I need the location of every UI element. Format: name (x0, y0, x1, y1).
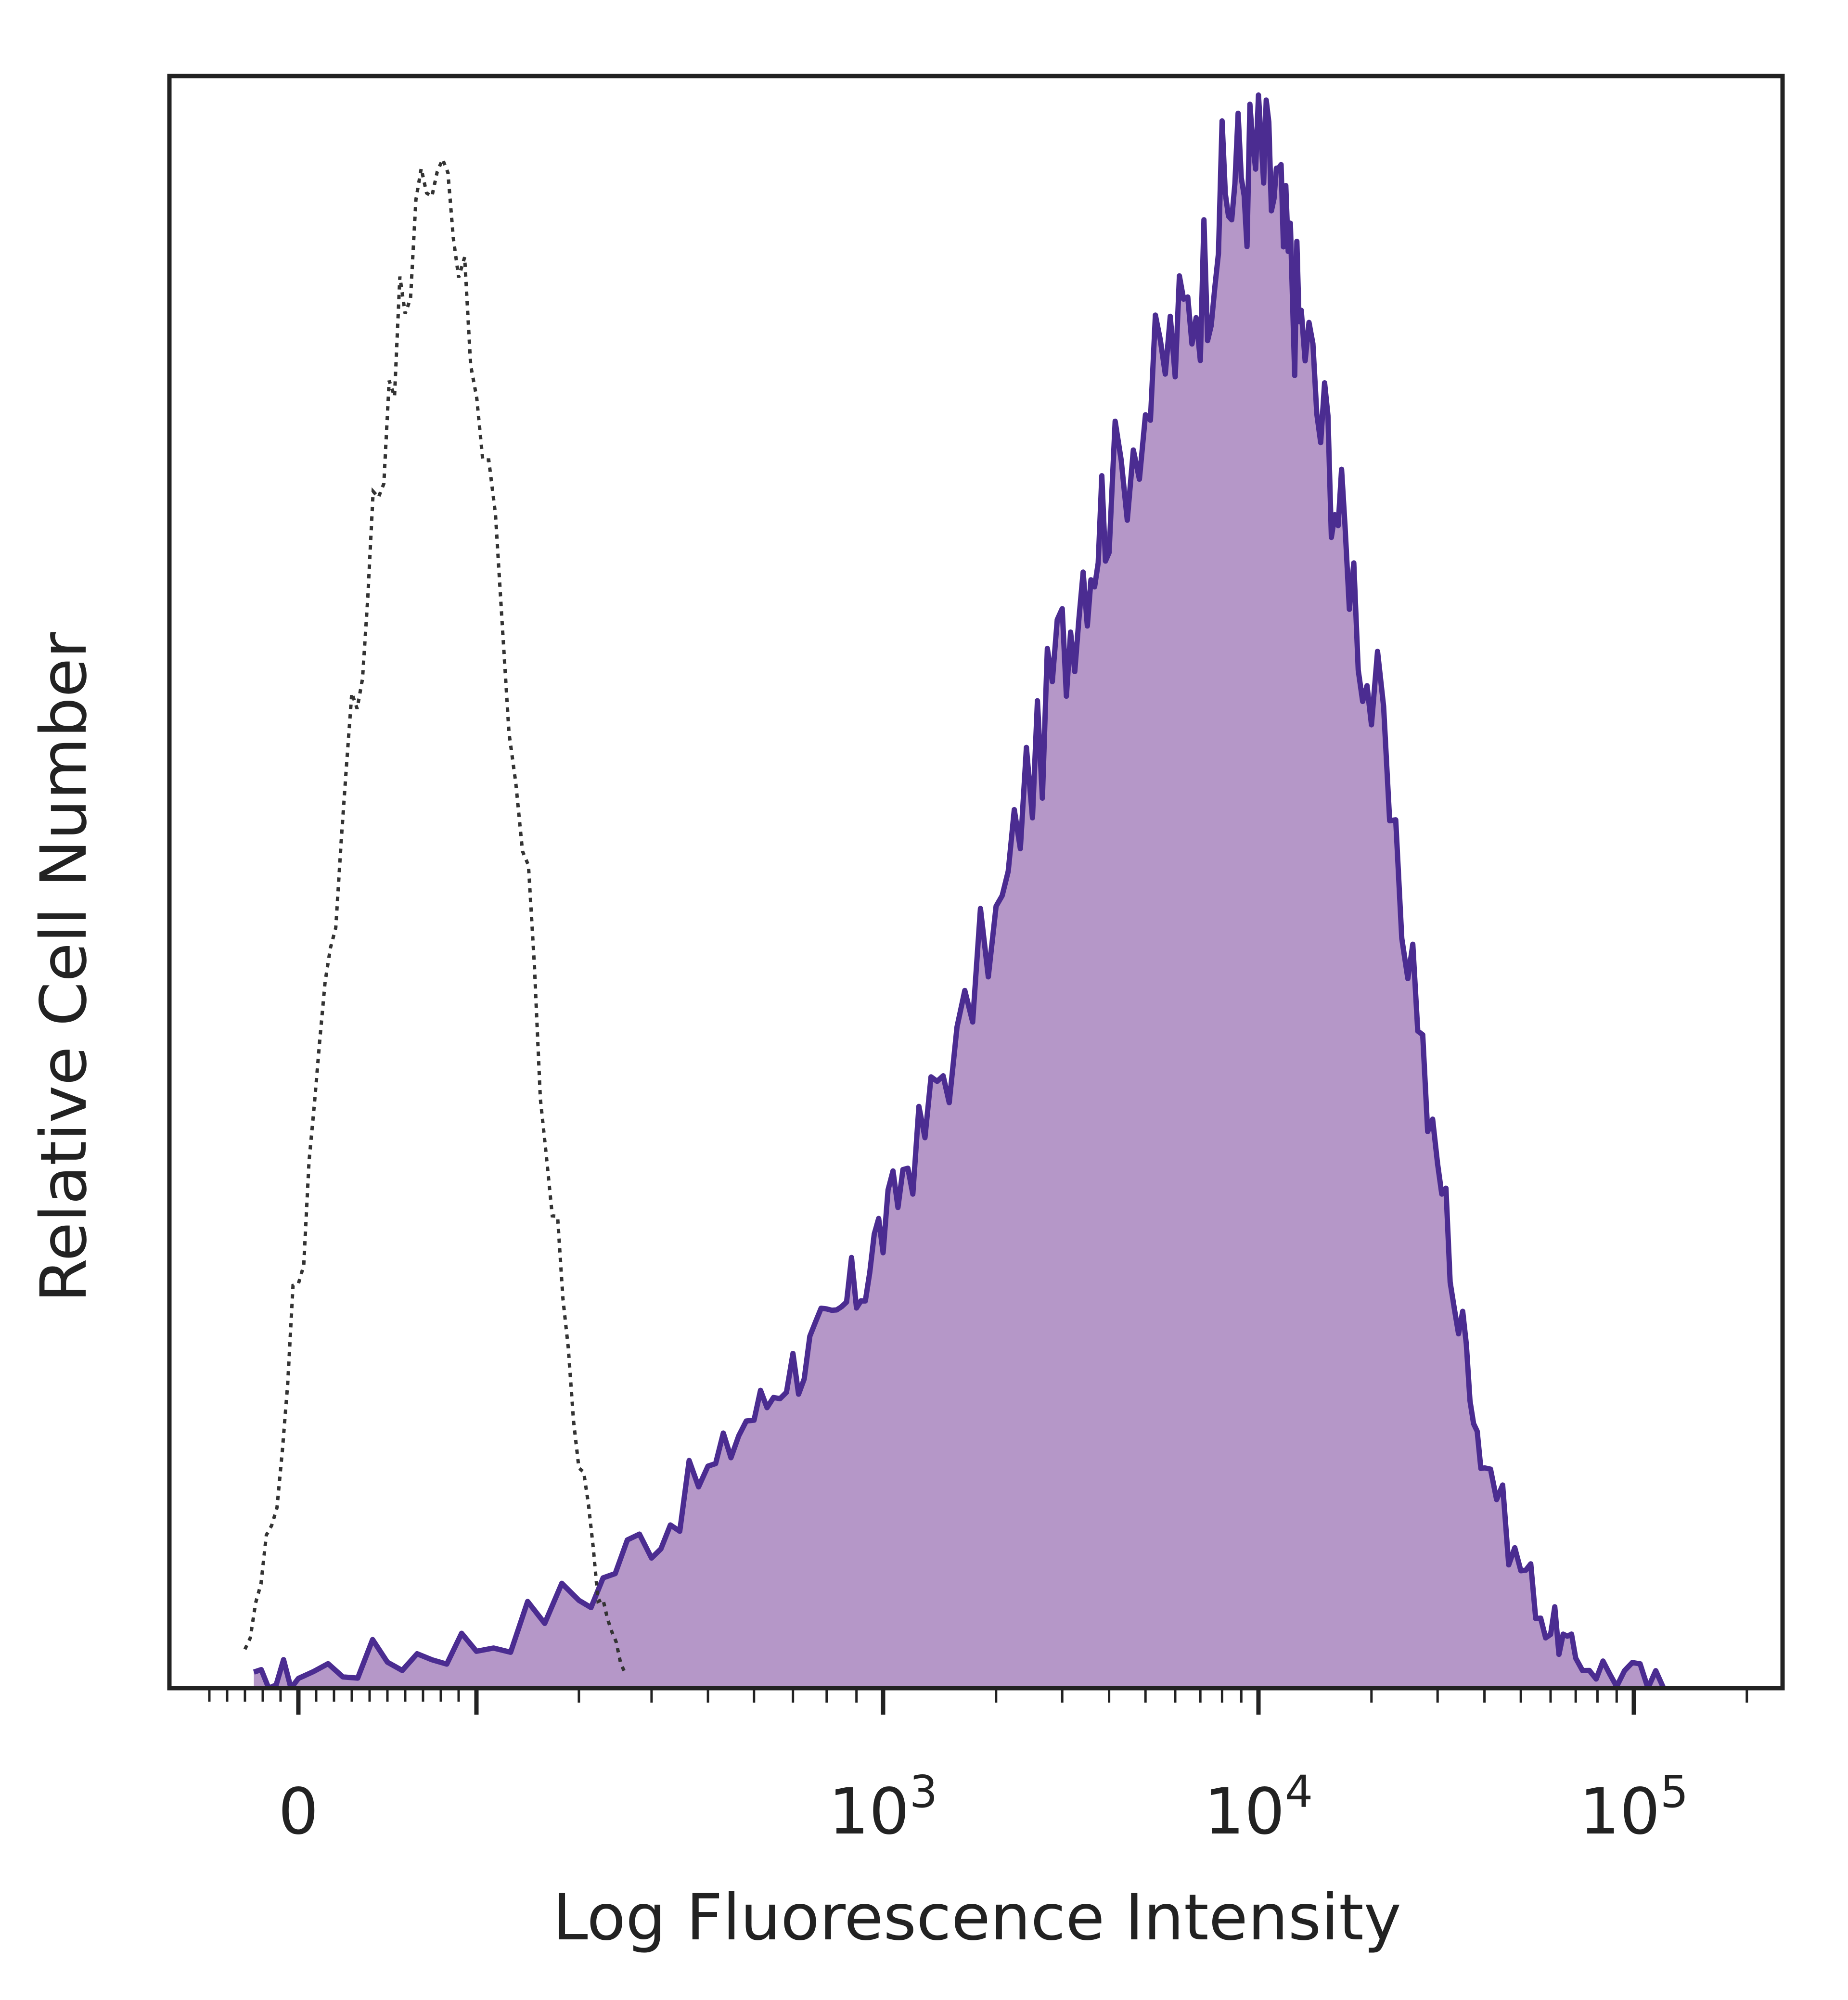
x-tick-label-base: 10 (1204, 1775, 1285, 1849)
control-histogram-line (243, 154, 627, 1674)
y-axis-label: Relative Cell Number (27, 632, 101, 1303)
x-tick-label-exponent: 4 (1285, 1766, 1313, 1818)
x-axis-ticks (208, 1688, 1748, 1715)
x-tick-label: 105 (1579, 1766, 1689, 1849)
plot-area (243, 92, 1666, 1688)
x-tick-label-exponent: 5 (1660, 1766, 1689, 1818)
x-tick-label-base: 10 (1579, 1775, 1660, 1849)
plot-frame (167, 74, 1785, 1691)
x-axis-label: Log Fluorescence Intensity (552, 1881, 1401, 1955)
x-tick-label: 104 (1204, 1766, 1313, 1849)
x-tick-label-base: 0 (278, 1775, 319, 1849)
x-axis-tick-labels: 0 103 104 105 (278, 1766, 1688, 1849)
x-tick-label-exponent: 3 (910, 1766, 938, 1818)
x-tick-label: 0 (278, 1775, 319, 1849)
x-tick-label: 103 (829, 1766, 938, 1849)
x-tick-label-base: 10 (829, 1775, 910, 1849)
sample-histogram-line (253, 92, 1666, 1688)
sample-histogram-fill (254, 95, 1664, 1688)
